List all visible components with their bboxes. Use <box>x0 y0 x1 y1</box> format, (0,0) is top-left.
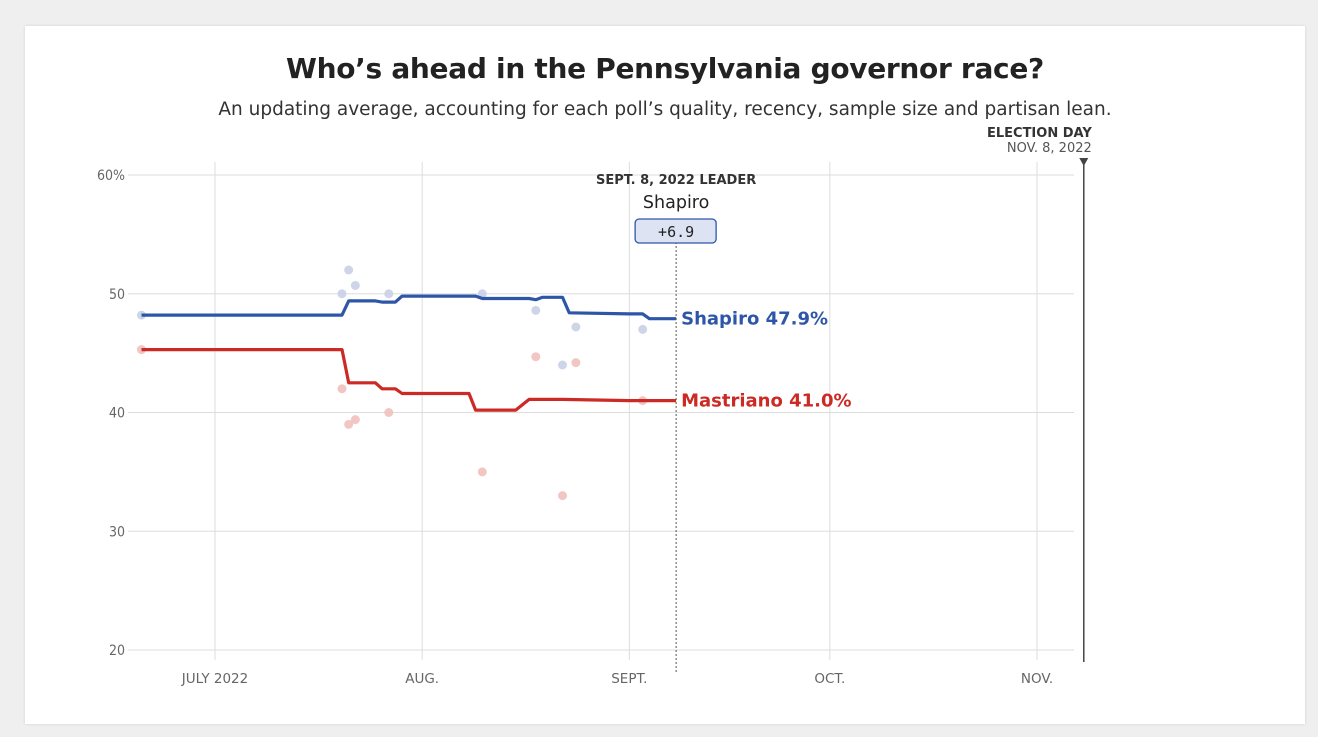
poll-dots <box>136 265 648 501</box>
election-day-marker: ELECTION DAY NOV. 8, 2022 <box>987 126 1092 662</box>
shapiro-poll-dot <box>531 305 541 315</box>
down-triangle-icon <box>1079 158 1089 166</box>
chart-card <box>25 26 1305 724</box>
shapiro-poll-dot <box>344 265 354 275</box>
chart-subtitle: An updating average, accounting for each… <box>218 99 1112 120</box>
mastriano-poll-dot <box>136 345 146 355</box>
mastriano-average-line <box>141 348 677 412</box>
average-lines <box>141 294 677 412</box>
shapiro-poll-dot <box>136 310 146 320</box>
shapiro-poll-dot <box>477 289 487 299</box>
mastriano-poll-dot <box>344 419 354 429</box>
shapiro-poll-dot <box>571 322 581 332</box>
shapiro-poll-dot <box>558 360 568 370</box>
leader-annotation: SEPT. 8, 2022 LEADER Shapiro +6.9 <box>596 173 756 672</box>
x-axis-ticks: JULY 2022 AUG. SEPT. OCT. NOV. <box>181 671 1053 687</box>
x-tick-label: SEPT. <box>611 671 647 687</box>
shapiro-average-line <box>141 294 677 321</box>
y-tick-label: 60% <box>97 168 125 184</box>
x-tick-label: NOV. <box>1021 671 1053 687</box>
mastriano-series-label: Mastriano 41.0% <box>681 391 851 412</box>
x-tick-label: AUG. <box>405 671 439 687</box>
election-day-label: ELECTION DAY <box>987 126 1092 141</box>
shapiro-poll-dot <box>337 289 347 299</box>
margin-badge <box>634 218 717 244</box>
chart-title: Who’s ahead in the Pennsylvania governor… <box>286 52 1044 85</box>
mastriano-poll-dot <box>558 491 568 501</box>
mastriano-poll-dot <box>337 384 347 394</box>
y-tick-label: 30 <box>109 524 125 540</box>
grid-lines <box>128 162 1074 660</box>
election-day-date: NOV. 8, 2022 <box>1007 141 1092 156</box>
mastriano-poll-dot <box>571 358 581 368</box>
shapiro-poll-dot <box>638 324 648 334</box>
y-tick-label: 20 <box>109 643 125 659</box>
y-tick-label: 50 <box>109 287 125 303</box>
mastriano-poll-dot <box>477 467 487 477</box>
mastriano-poll-dot <box>384 408 394 417</box>
mastriano-poll-dot <box>531 352 541 362</box>
x-tick-label: OCT. <box>814 671 845 687</box>
leader-date-label: SEPT. 8, 2022 LEADER <box>596 173 756 188</box>
x-tick-label: JULY 2022 <box>181 671 249 687</box>
shapiro-poll-dot <box>384 289 394 299</box>
shapiro-poll-dot <box>350 280 360 290</box>
y-axis-ticks: 60% 50 40 30 20 <box>97 168 125 659</box>
series-labels: Shapiro 47.9% Mastriano 41.0% <box>681 309 851 412</box>
mastriano-poll-dot <box>350 415 360 425</box>
leader-name: Shapiro <box>643 193 709 213</box>
y-tick-label: 40 <box>109 406 125 422</box>
margin-value: +6.9 <box>658 223 694 241</box>
shapiro-series-label: Shapiro 47.9% <box>681 309 828 330</box>
